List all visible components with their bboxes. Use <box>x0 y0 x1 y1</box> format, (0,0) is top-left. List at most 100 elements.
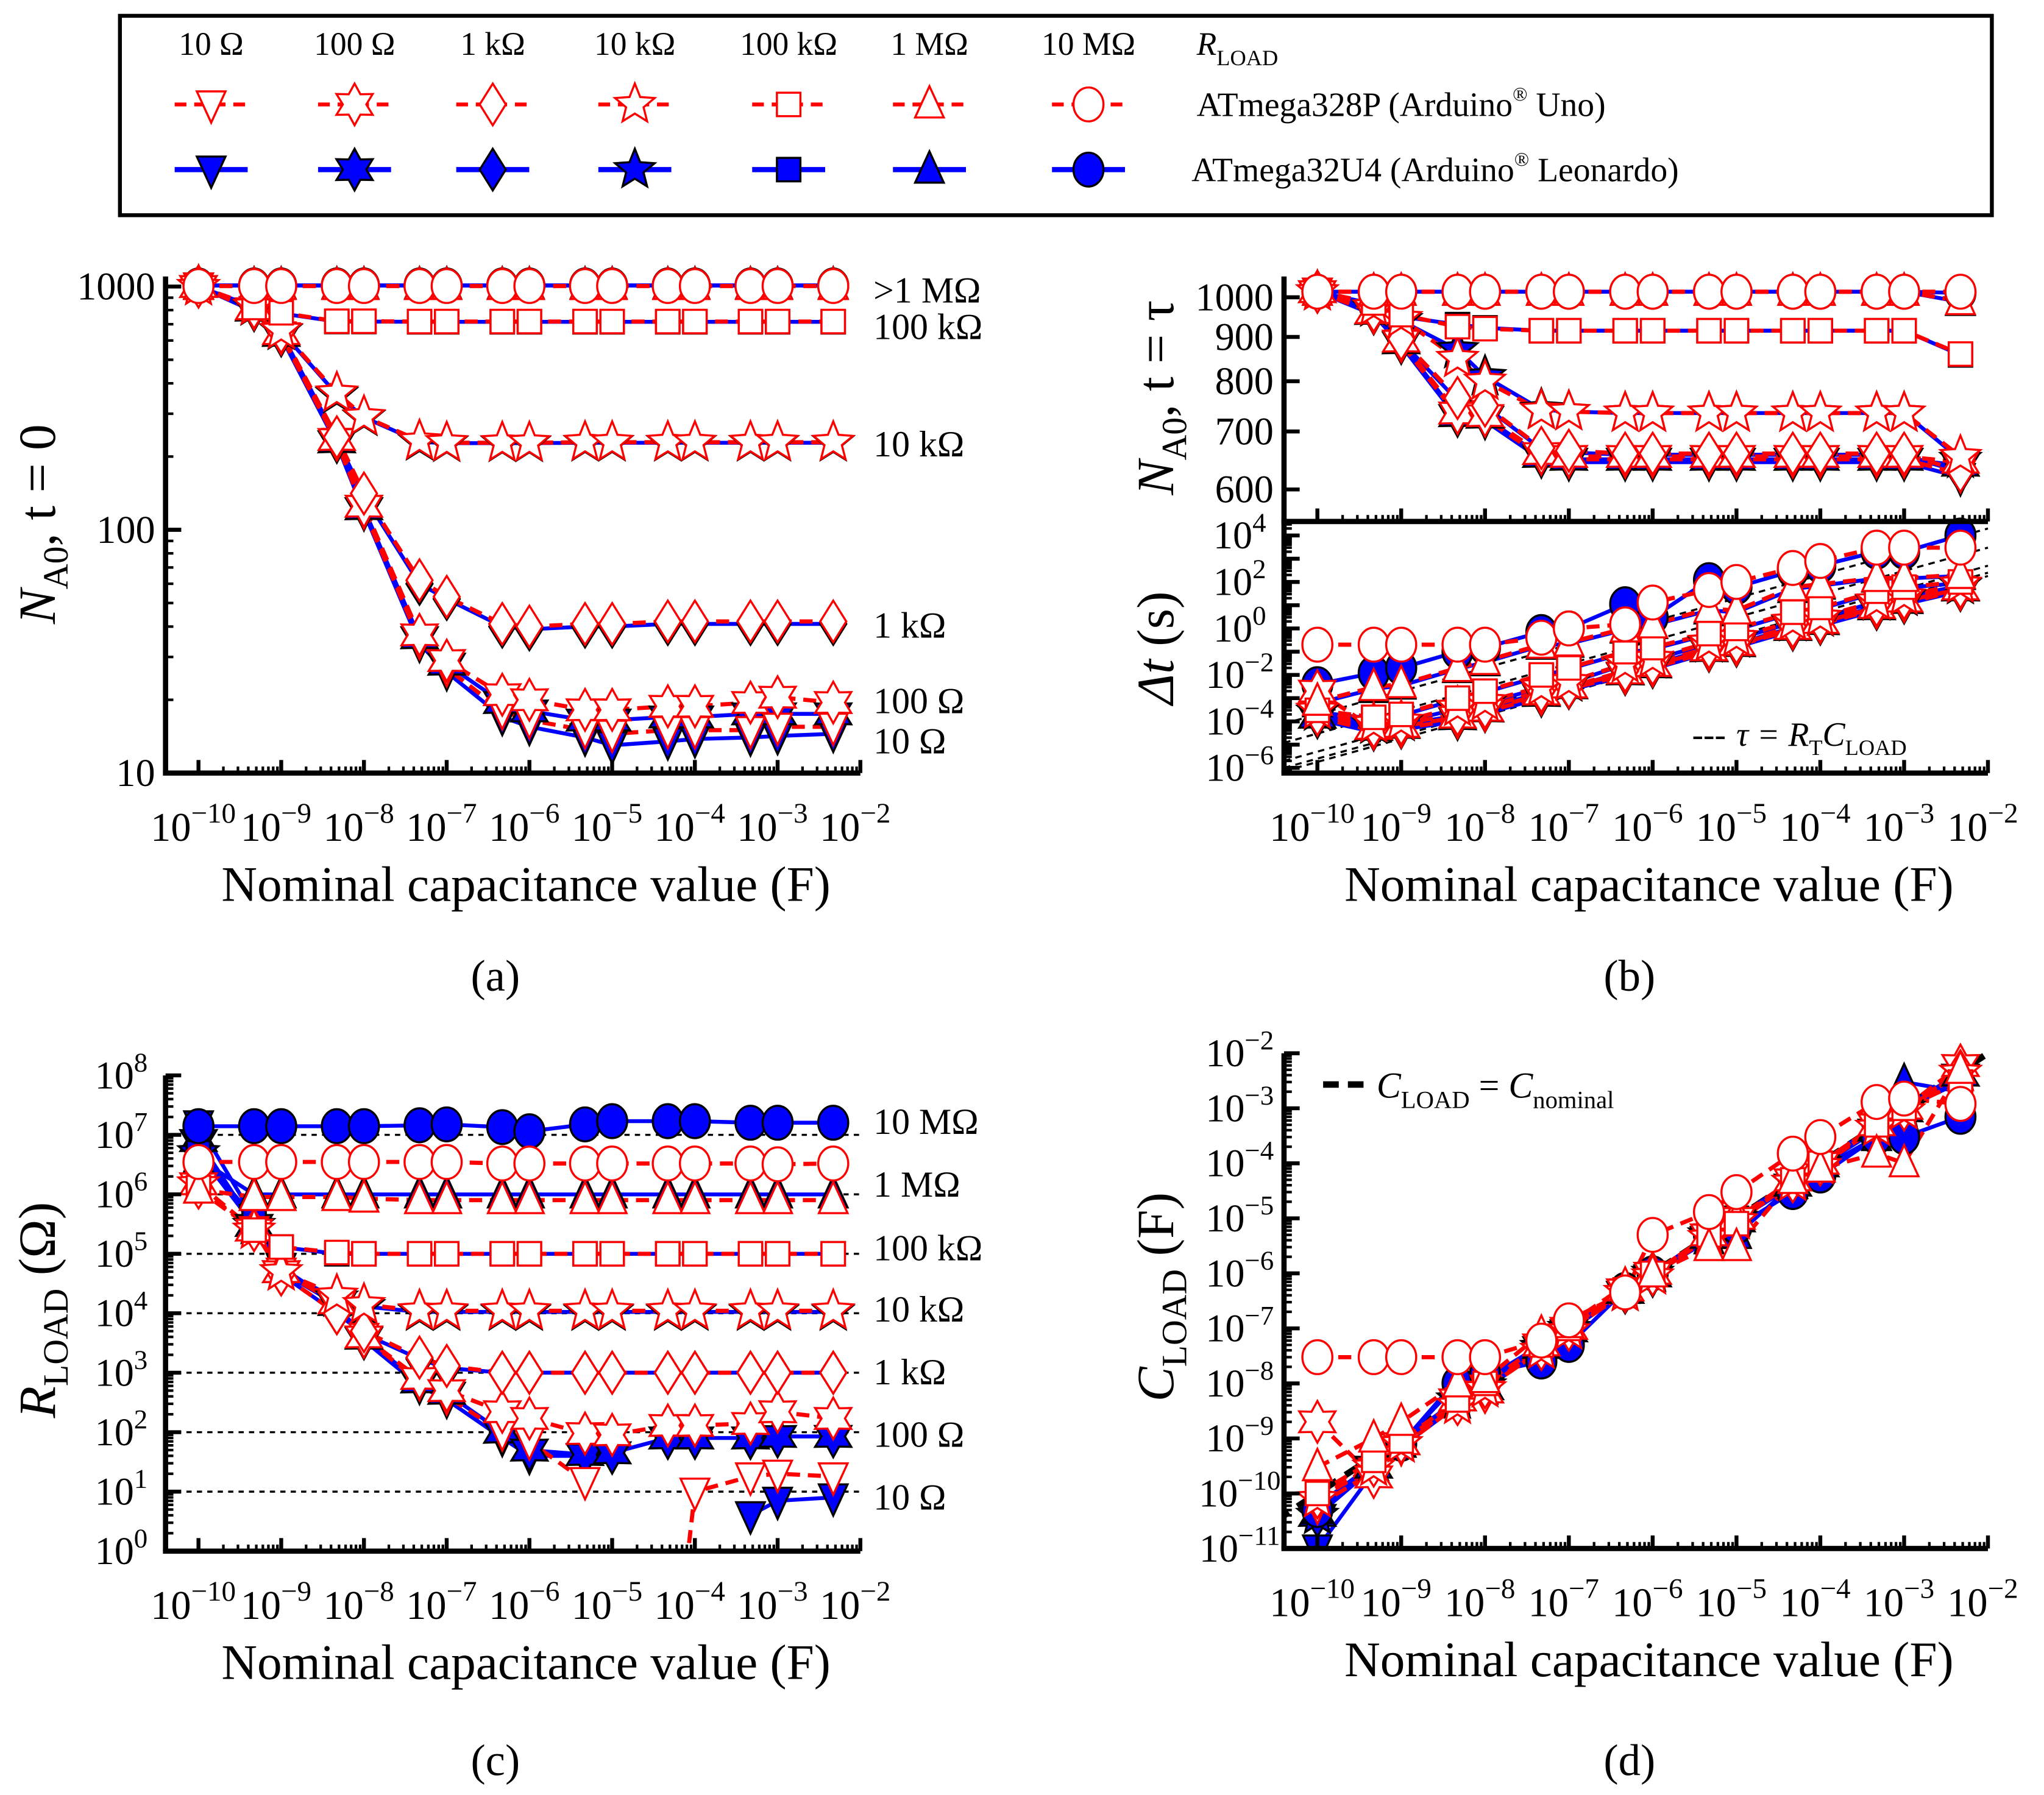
data-point-diamond-icon <box>322 414 352 461</box>
tick-exponent: −3 <box>778 798 808 829</box>
board-uno-name: ATmega328P (Arduino <box>1197 87 1513 124</box>
data-point-circle-icon <box>182 1108 215 1144</box>
data-point-square-icon <box>1807 595 1833 620</box>
tick-exponent: −6 <box>529 1576 559 1607</box>
data-point-star5-icon <box>1714 389 1759 433</box>
tick-base: 10 <box>95 1113 134 1156</box>
tick-exponent: 1 <box>134 1464 147 1494</box>
tick-exponent: −8 <box>364 1576 394 1607</box>
data-point-circle-icon <box>1804 543 1837 579</box>
data-point-circle-icon <box>321 1144 353 1180</box>
x-tick-label: 10−7 <box>406 798 477 850</box>
tick-base: 10 <box>737 1584 777 1628</box>
tau-legend-csub: LOAD <box>1845 735 1907 760</box>
tick-exponent: −3 <box>1244 1080 1274 1111</box>
data-point-square-icon <box>1947 341 1973 367</box>
data-point-square-icon <box>406 308 433 335</box>
tick-base: 10 <box>1213 607 1252 650</box>
tick-exponent: −4 <box>695 1576 725 1607</box>
data-point-square-icon <box>1528 662 1555 688</box>
tick-base: 10 <box>95 1292 134 1335</box>
data-point-circle-icon <box>1301 626 1333 663</box>
y-axis-label: NA0, t = 0 <box>9 424 76 625</box>
tick-base: 10 <box>1269 805 1310 850</box>
data-point-triangle-up-icon <box>1720 1226 1753 1261</box>
data-point-circle-icon <box>1301 1339 1333 1375</box>
data-point-triangle-up-icon <box>1888 1142 1920 1178</box>
tick-exponent: −9 <box>281 1576 311 1607</box>
series-line-uno-10 <box>1316 289 1962 458</box>
tick-exponent: −8 <box>1485 798 1515 829</box>
data-point-triangle-down-icon <box>761 1459 794 1495</box>
data-point-diamond-icon <box>405 557 434 603</box>
data-point-square-icon <box>1304 1481 1330 1507</box>
registered-mark: ® <box>1514 148 1529 170</box>
ylabel-sub: A0 <box>37 547 76 590</box>
tick-base: 10 <box>95 1232 134 1275</box>
data-point-triangle-up-icon <box>1888 557 1920 592</box>
data-point-square-icon <box>1891 317 1917 344</box>
x-tick-label: 10−8 <box>1444 1573 1515 1626</box>
identity-legend-c2: C <box>1508 1065 1533 1105</box>
tick-exponent: −11 <box>1238 1520 1280 1551</box>
legend-star5-icon <box>612 80 658 124</box>
data-point-star5-icon <box>1435 335 1480 378</box>
data-point-star5-icon <box>258 306 304 350</box>
data-point-square-icon <box>241 1217 267 1243</box>
data-point-circle-icon <box>817 1105 850 1141</box>
tick-base: 10 <box>1864 805 1904 850</box>
tick-exponent: −5 <box>612 1576 642 1607</box>
data-point-square-icon <box>1780 599 1806 625</box>
tick-base: 10 <box>1947 1581 1987 1626</box>
data-point-circle-icon <box>1692 1194 1725 1230</box>
tick-exponent: 5 <box>134 1225 147 1256</box>
tick-exponent: −9 <box>1401 1573 1432 1605</box>
ylabel-rest: (F) <box>1127 1192 1185 1269</box>
y-tick-label: 10−2 <box>1205 1025 1274 1075</box>
tick-exponent: −8 <box>1485 1573 1515 1605</box>
data-point-circle-icon <box>1861 274 1893 310</box>
ylabel-main: Δt <box>1127 658 1185 706</box>
data-point-circle-icon <box>1776 274 1809 310</box>
series-group <box>1294 1042 1983 1549</box>
series-line-uno-9 <box>1316 585 1961 729</box>
x-tick-label: 10−4 <box>1780 1573 1850 1626</box>
x-tick-label: 10−6 <box>489 1576 559 1628</box>
y-tick-label: 10−6 <box>1205 740 1274 790</box>
data-point-triangle-up-icon <box>1804 1147 1837 1183</box>
data-point-diamond-icon <box>598 601 626 647</box>
data-point-circle-icon <box>486 1145 519 1182</box>
data-point-star6-icon <box>427 637 467 684</box>
x-tick-label: 10−10 <box>1269 1573 1355 1626</box>
legend-triangle-down-icon <box>195 90 227 126</box>
y-tick-label: 101 <box>95 1464 148 1514</box>
tick-base: 10 <box>1205 1197 1244 1240</box>
y-tick-label: 900 <box>1215 315 1274 358</box>
data-point-circle-icon <box>596 1145 628 1182</box>
tick-base: 10 <box>95 1411 134 1454</box>
data-point-circle-icon <box>1357 274 1390 310</box>
data-point-triangle-up-icon <box>1441 647 1474 682</box>
tick-base: 10 <box>1780 805 1820 850</box>
board-leonardo-tail: Leonardo) <box>1529 152 1679 189</box>
x-tick-label: 10−8 <box>323 1576 394 1628</box>
tick-base: 10 <box>1947 805 1987 850</box>
series-end-label: 100 Ω <box>873 1415 964 1455</box>
legend-circle-icon <box>1072 86 1105 122</box>
data-point-circle-icon <box>1301 274 1333 310</box>
x-tick-label: 10−6 <box>489 798 559 850</box>
legend-square-icon <box>776 157 802 183</box>
y-tick-label: 10−4 <box>1205 1135 1274 1185</box>
data-point-circle-icon <box>1385 626 1418 663</box>
tick-base: 10 <box>1205 1252 1244 1295</box>
tick-base: 10 <box>1199 1527 1238 1570</box>
y-tick-label: 1000 <box>1196 275 1274 319</box>
y-tick-label: 10−7 <box>1205 1300 1274 1350</box>
data-point-star5-icon <box>506 1287 552 1330</box>
y-axis-label: CLOAD (F) <box>1127 1192 1194 1401</box>
data-point-triangle-up-icon <box>596 1179 628 1214</box>
series-line-leonardo-5 <box>197 1156 834 1197</box>
data-point-square-icon <box>324 308 350 335</box>
tick-base: 10 <box>1205 1086 1244 1130</box>
